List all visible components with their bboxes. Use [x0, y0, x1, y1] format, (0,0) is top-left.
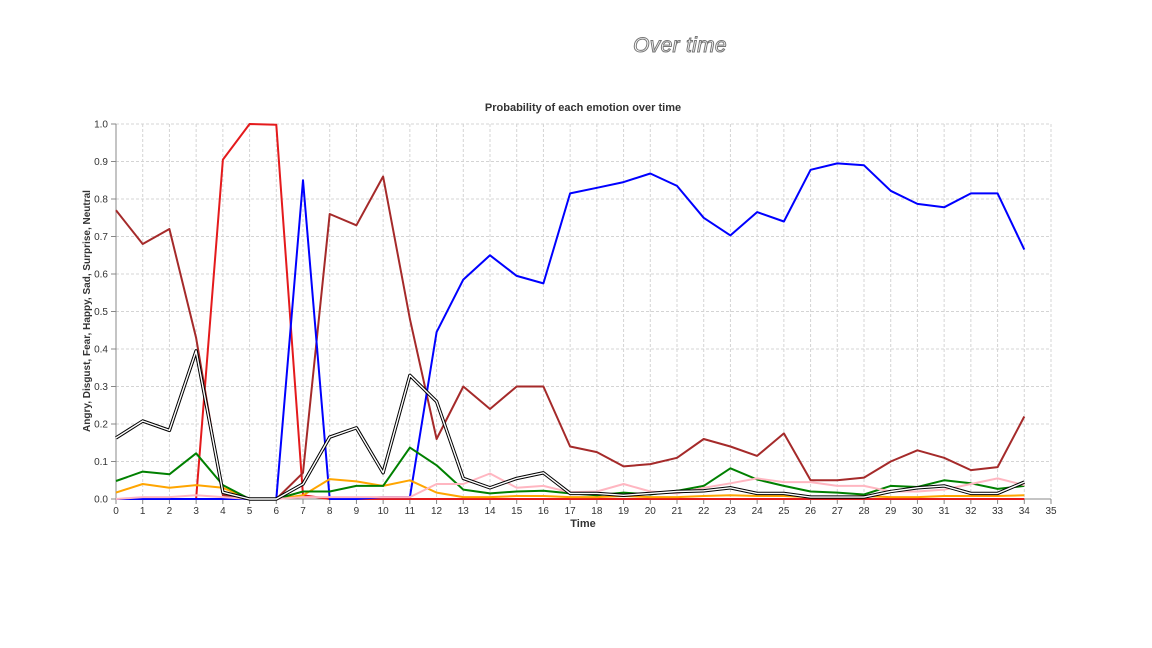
- y-tick-label: 0.7: [94, 232, 108, 243]
- x-tick-label: 20: [645, 506, 657, 517]
- x-tick-label: 8: [327, 506, 333, 517]
- x-tick-label: 11: [405, 506, 416, 517]
- x-tick-label: 13: [458, 506, 470, 517]
- x-tick-label: 33: [992, 506, 1004, 517]
- series-line-6: [115, 350, 1025, 500]
- x-tick-label: 23: [725, 506, 737, 517]
- x-tick-label: 30: [912, 506, 924, 517]
- x-tick-label: 17: [565, 506, 577, 517]
- chart-grid: [115, 123, 1052, 500]
- chart-title: Probability of each emotion over time: [485, 102, 681, 114]
- x-tick-label: 15: [511, 506, 523, 517]
- y-tick-label: 0.6: [94, 270, 108, 281]
- x-tick-label: 16: [538, 506, 550, 517]
- x-tick-label: 35: [1045, 506, 1057, 517]
- y-tick-label: 0.4: [94, 345, 108, 356]
- x-tick-label: 3: [193, 506, 199, 517]
- x-tick-label: 24: [752, 506, 764, 517]
- x-tick-label: 4: [220, 506, 226, 517]
- x-tick-label: 31: [939, 506, 951, 517]
- x-tick-label: 5: [247, 506, 253, 517]
- chart-axes: 0 1 2 3 4 5 6 7 8 9 10 11 12 13 14 15 16 17 18 19 20 21 22 23 24…: [94, 120, 1057, 518]
- x-tick-label: 25: [778, 506, 790, 517]
- x-tick-label: 0: [113, 506, 119, 517]
- y-tick-label: 0.3: [94, 382, 108, 393]
- x-tick-label: 18: [591, 506, 603, 517]
- x-tick-label: 19: [618, 506, 630, 517]
- x-tick-label: 32: [965, 506, 977, 517]
- y-axis-label: Angry, Disgust, Fear, Happy, Sad, Surpri…: [82, 190, 93, 432]
- series-line-0: [116, 123, 1025, 500]
- page-heading: Over time: [633, 34, 727, 58]
- y-tick-label: 0.2: [94, 420, 108, 431]
- x-tick-label: 14: [484, 506, 496, 517]
- x-tick-label: 34: [1019, 506, 1031, 517]
- x-tick-label: 6: [274, 506, 280, 517]
- y-tick-label: 0.0: [94, 495, 108, 506]
- y-tick-label: 0.9: [94, 157, 108, 168]
- x-tick-label: 27: [832, 506, 844, 517]
- x-tick-label: 21: [671, 506, 683, 517]
- x-axis-label: Time: [570, 518, 595, 530]
- x-tick-label: 26: [805, 506, 817, 517]
- x-tick-label: 29: [885, 506, 897, 517]
- x-tick-label: 7: [300, 506, 306, 517]
- x-tick-label: 9: [354, 506, 360, 517]
- x-tick-label: 1: [140, 506, 146, 517]
- x-tick-label: 22: [698, 506, 710, 517]
- y-tick-label: 1.0: [94, 120, 108, 131]
- y-tick-label: 0.1: [94, 457, 108, 468]
- series-layer: [115, 123, 1026, 501]
- x-tick-label: 28: [858, 506, 870, 517]
- y-tick-label: 0.8: [94, 195, 108, 206]
- x-tick-label: 2: [167, 506, 173, 517]
- x-tick-label: 10: [378, 506, 390, 517]
- y-tick-label: 0.5: [94, 307, 108, 318]
- x-tick-label: 12: [431, 506, 443, 517]
